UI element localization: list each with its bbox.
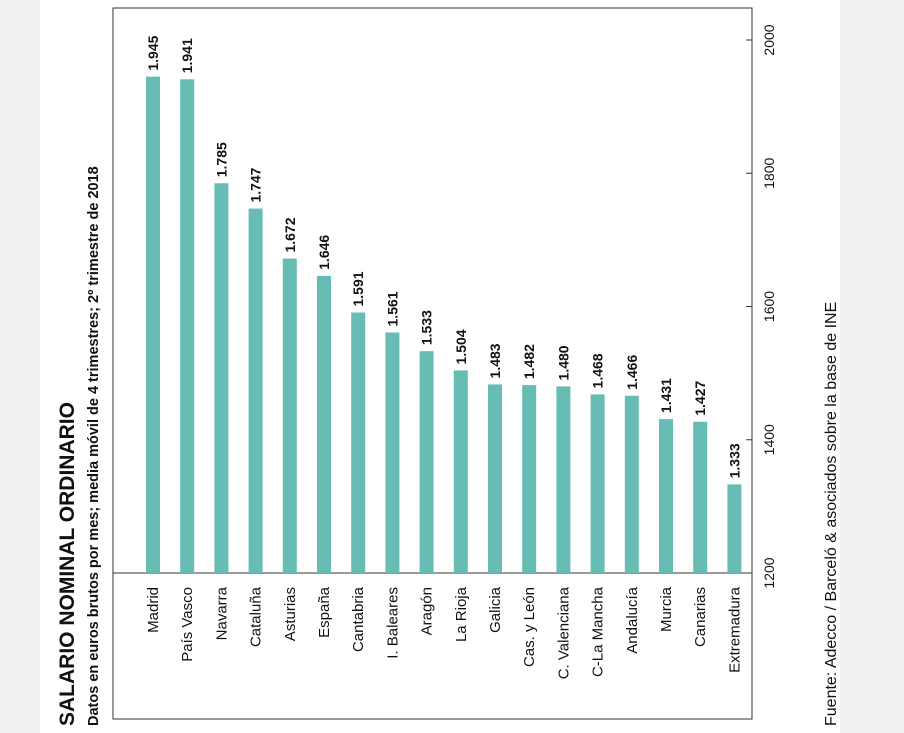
value-label-13: 1.468 xyxy=(590,353,606,388)
value-label-4: 1.672 xyxy=(282,217,298,252)
category-label-1: País Vasco xyxy=(179,587,196,662)
axis-ticks-group: 1200 1400 1600 1800 2000 xyxy=(746,24,777,589)
bar-4 xyxy=(282,258,297,573)
left-margin-band xyxy=(0,0,40,733)
value-label-16: 1.427 xyxy=(692,381,708,416)
value-label-8: 1.533 xyxy=(419,310,435,345)
category-label-13: C-La Mancha xyxy=(590,586,607,677)
right-margin-band xyxy=(840,0,904,733)
category-label-17: Extremadura xyxy=(726,586,743,673)
bar-3 xyxy=(248,208,263,573)
value-label-15: 1.431 xyxy=(658,378,674,413)
category-label-6: Cantabria xyxy=(350,586,367,652)
bar-0 xyxy=(146,76,160,574)
value-label-6: 1.591 xyxy=(350,271,366,306)
bar-10 xyxy=(488,384,502,573)
source-note: Fuente: Adecco / Barceló & asociados sob… xyxy=(823,302,840,726)
bar-11 xyxy=(522,385,537,573)
category-label-10: Galicia xyxy=(487,586,504,633)
tick-label-1: 1400 xyxy=(761,424,777,455)
value-label-1: 1.941 xyxy=(179,38,195,73)
value-label-3: 1.747 xyxy=(248,167,264,202)
plot-frame xyxy=(112,7,753,720)
bar-2 xyxy=(214,183,229,573)
bar-9 xyxy=(453,370,468,573)
bars-group xyxy=(146,76,742,574)
value-label-5: 1.646 xyxy=(316,235,332,270)
category-label-2: Navarra xyxy=(213,586,230,640)
category-labels-group: Madrid País Vasco Navarra Cataluña Asturias E… xyxy=(145,586,743,679)
bar-13 xyxy=(590,394,605,573)
tick-label-4: 2000 xyxy=(761,24,777,55)
bar-5 xyxy=(317,275,331,573)
bar-14 xyxy=(624,395,639,573)
bar-7 xyxy=(385,332,400,573)
value-label-17: 1.333 xyxy=(726,443,742,478)
category-label-14: Andalucía xyxy=(624,586,641,653)
value-label-7: 1.561 xyxy=(384,291,400,326)
tick-label-3: 1800 xyxy=(761,157,777,188)
value-labels-group: 1.945 1.941 1.785 1.747 1.672 1.646 1.591 1.561… xyxy=(145,35,742,478)
category-label-7: I. Baleares xyxy=(384,587,401,659)
bar-16 xyxy=(693,421,708,573)
category-label-15: Murcia xyxy=(658,586,675,632)
bar-17 xyxy=(727,484,742,573)
category-label-12: C. Valenciana xyxy=(555,586,572,679)
tick-label-2: 1600 xyxy=(761,291,777,322)
category-label-0: Madrid xyxy=(145,587,162,633)
bar-15 xyxy=(659,419,673,573)
value-label-2: 1.785 xyxy=(213,142,229,177)
bar-12 xyxy=(556,386,571,573)
value-label-14: 1.466 xyxy=(624,355,640,390)
category-label-8: Aragón xyxy=(419,587,436,635)
bar-8 xyxy=(419,351,434,573)
value-label-11: 1.482 xyxy=(521,344,537,379)
category-label-5: España xyxy=(316,586,333,638)
value-label-12: 1.480 xyxy=(555,345,571,380)
chart-title: SALARIO NOMINAL ORDINARIO xyxy=(56,402,79,726)
value-label-10: 1.483 xyxy=(487,343,503,378)
chart-card xyxy=(40,0,840,733)
chart-subtitle: Datos en euros brutos por mes; media móv… xyxy=(86,166,102,726)
value-label-0: 1.945 xyxy=(145,35,161,70)
bar-6 xyxy=(351,312,366,573)
category-label-9: La Rioja xyxy=(453,586,470,642)
tick-label-0: 1200 xyxy=(761,557,777,588)
bar-1 xyxy=(180,79,195,573)
value-label-9: 1.504 xyxy=(453,329,469,364)
category-label-16: Canarias xyxy=(692,587,709,647)
category-label-11: Cas. y León xyxy=(521,587,538,667)
category-label-3: Cataluña xyxy=(248,586,265,647)
category-label-4: Asturias xyxy=(282,587,299,641)
